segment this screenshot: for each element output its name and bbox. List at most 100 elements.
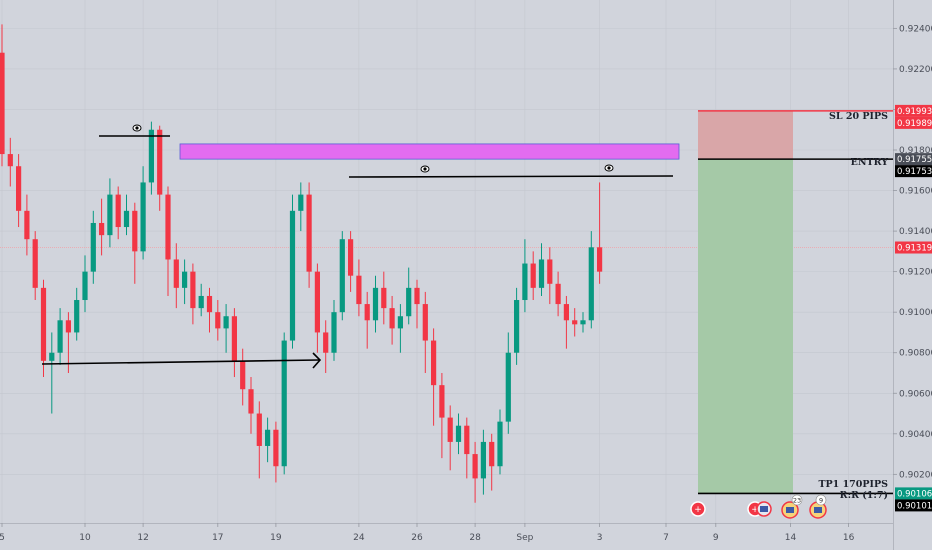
price-label-box <box>895 241 932 254</box>
candle-body <box>447 417 453 442</box>
candle-body <box>16 166 22 211</box>
candle-body <box>7 154 13 167</box>
candle-body <box>32 239 38 288</box>
candle-body <box>231 316 237 361</box>
supply-zone[interactable] <box>179 143 680 160</box>
candle-body <box>157 129 163 195</box>
candle-body <box>348 239 354 276</box>
svg-text:+: + <box>751 505 759 515</box>
candle-body <box>248 389 254 414</box>
candle-body <box>364 304 370 321</box>
candle-body <box>555 283 561 305</box>
candle-body <box>132 210 138 252</box>
candle-body <box>439 385 445 418</box>
candle-body <box>74 300 80 333</box>
time-tick-label: 10 <box>79 533 91 543</box>
time-tick-label: Sep <box>516 533 533 543</box>
candles-layer <box>0 24 603 503</box>
candle-body <box>431 340 437 386</box>
candle-body <box>215 312 221 329</box>
candle-body <box>323 332 329 353</box>
candle-body <box>572 320 578 325</box>
time-tick-label: 9 <box>713 533 719 543</box>
event-count-badge: 9 <box>815 494 827 506</box>
candle-body <box>223 316 229 329</box>
svg-text:9: 9 <box>819 497 823 505</box>
candle-body <box>90 222 96 272</box>
candle-body <box>115 194 121 228</box>
candle-body <box>82 271 88 301</box>
candle-body <box>505 352 511 422</box>
svg-text:23: 23 <box>793 497 801 505</box>
zones-layer <box>0 0 893 523</box>
event-icon[interactable]: + <box>690 501 706 517</box>
candle-body <box>140 182 146 252</box>
candle-body <box>472 454 478 479</box>
time-tick-label: 14 <box>785 533 797 543</box>
candle-body <box>389 308 395 329</box>
candle-body <box>206 295 213 313</box>
candle-body <box>464 425 470 455</box>
take-profit-zone[interactable] <box>698 159 793 494</box>
candle-body <box>497 421 503 467</box>
candle-body <box>381 287 387 309</box>
candle-body <box>397 316 403 329</box>
candle-body <box>99 222 105 236</box>
rr-label: R:R (1:7) <box>840 490 888 501</box>
time-tick-label: 16 <box>843 533 855 543</box>
candle-body <box>49 352 55 361</box>
event-flag-icon[interactable] <box>781 501 799 519</box>
entry-label: ENTRY <box>851 157 889 168</box>
candle-body <box>414 287 420 305</box>
event-flag-icon[interactable] <box>756 501 772 517</box>
candle-body <box>538 259 545 288</box>
candle-body <box>406 287 412 317</box>
candle-body <box>165 194 171 260</box>
candle-body <box>182 271 188 288</box>
time-tick-label: 26 <box>411 533 423 543</box>
price-label-text: 0.90106 <box>897 489 932 499</box>
stop-loss-zone[interactable] <box>698 110 793 160</box>
candle-body <box>273 429 279 467</box>
price-label-box <box>895 165 932 178</box>
candle-body <box>40 287 47 361</box>
drawings-layer <box>41 124 674 369</box>
candle-body <box>306 194 312 272</box>
liquidity-sweep-arrow <box>41 359 320 365</box>
price-label-text: 0.91989 <box>897 119 932 129</box>
candle-body <box>256 413 262 446</box>
time-axis[interactable]: 5 10 12 17 19 24 26 28 Sep 3 7 9 14 16 <box>0 523 855 543</box>
time-tick-label: 3 <box>597 533 603 543</box>
candle-body <box>123 210 130 228</box>
candle-body <box>240 360 246 390</box>
price-label-box <box>895 116 932 129</box>
price-label-text: 0.91993 <box>897 107 932 117</box>
candle-body <box>489 441 495 467</box>
candle-body <box>65 320 71 333</box>
time-tick-label: 19 <box>270 533 282 543</box>
eye-icon <box>420 165 430 173</box>
time-tick-label: 12 <box>137 533 148 543</box>
candle-body <box>530 263 536 288</box>
candle-body <box>597 247 603 272</box>
candle-body <box>148 129 154 183</box>
eye-icon <box>132 124 142 132</box>
price-label-text: 0.91753 <box>897 167 932 177</box>
events-layer: + + 23 9 <box>690 494 827 519</box>
candle-body <box>480 441 486 479</box>
time-tick-label: 7 <box>663 533 669 543</box>
annotations-layer: SL 20 PIPS ENTRY TP1 170PIPS R:R (1:7) <box>818 111 888 501</box>
candle-body <box>356 275 362 305</box>
candle-body <box>372 287 379 321</box>
sl-label: SL 20 PIPS <box>829 111 888 122</box>
candle-body <box>547 259 553 284</box>
candle-body <box>190 271 196 309</box>
candle-body <box>281 340 287 467</box>
